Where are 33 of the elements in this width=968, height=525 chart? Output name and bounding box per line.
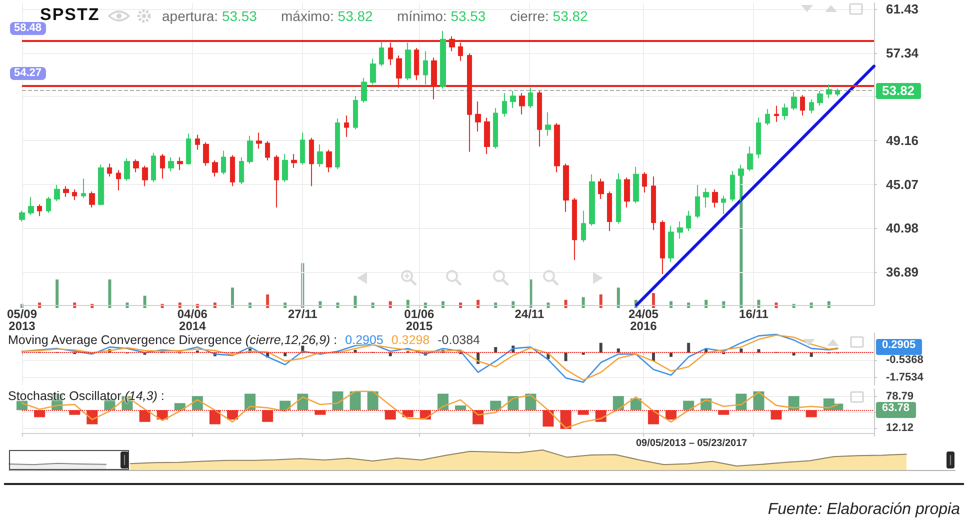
annotation: mínimo: 53.53	[397, 8, 486, 24]
x-tick-label: 27/11	[288, 307, 318, 321]
x-tick-label: 05/09 2013	[6, 307, 38, 333]
y-tick-label: 57.34	[886, 45, 920, 60]
y-tick-label: 12.12	[886, 422, 914, 434]
ref-line-label: 58.48	[10, 22, 46, 35]
ref-line-label: 53.82	[876, 82, 921, 99]
y-tick-label: -1.7534	[886, 371, 924, 384]
y-tick-label: 61.43	[886, 2, 919, 17]
annotation: 0.3298	[391, 333, 430, 347]
annotation: -0.0384	[438, 333, 480, 347]
y-tick-label: 49.16	[886, 133, 919, 148]
text: 63.78	[876, 402, 916, 418]
text: 09/05/2013 – 05/23/2017	[636, 438, 748, 450]
ref-line-label: 54.27	[10, 66, 46, 80]
y-tick-label: 45.07	[886, 176, 919, 192]
annotation: cierre: 53.82	[510, 8, 588, 24]
chart-title: Moving Average Convergence Divergence (cierre,12,26,9) :	[8, 333, 338, 347]
chart-title: SPSTZ	[40, 5, 100, 24]
y-tick-label: 78.79	[886, 390, 914, 403]
x-tick-label: 24/11	[514, 307, 544, 321]
source-note: Fuente: Elaboración propia	[768, 500, 960, 520]
x-tick-label: 24/05 2016	[628, 307, 659, 333]
x-tick-label: 01/06 2015	[404, 307, 435, 333]
annotation: 0.2905	[876, 339, 922, 356]
x-tick-label: 16/11	[739, 307, 769, 321]
y-tick-label: 36.89	[886, 264, 919, 280]
annotation: máximo: 53.82	[281, 8, 373, 24]
y-tick-label: 40.98	[886, 220, 919, 236]
annotation: apertura: 53.53	[162, 8, 257, 24]
x-tick-label: 04/06 2014	[177, 307, 208, 333]
annotation: 0.2905	[345, 333, 384, 347]
y-tick-label: -0.5368	[886, 354, 924, 366]
